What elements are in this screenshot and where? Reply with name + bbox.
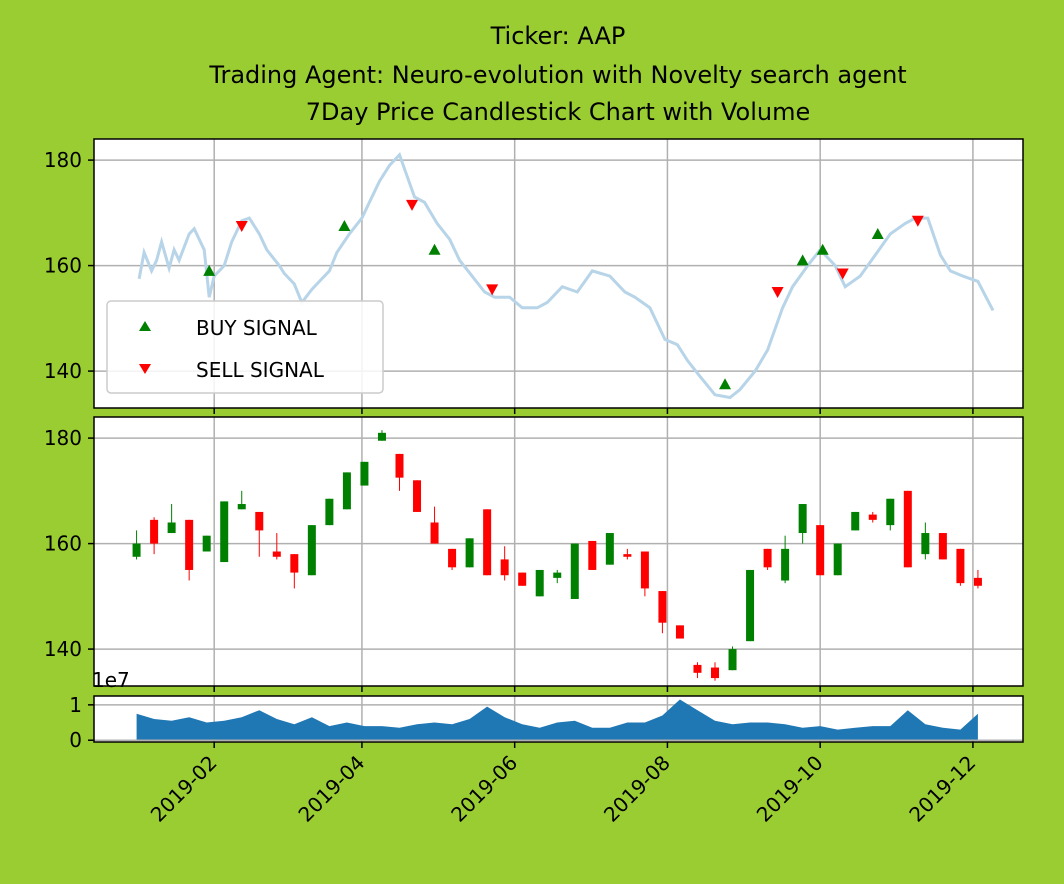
candle-body	[675, 625, 684, 639]
candle-body	[448, 548, 457, 568]
buy-signal-marker	[719, 378, 732, 390]
candle-body	[500, 559, 509, 576]
candle-body	[658, 591, 667, 623]
candle-body	[816, 525, 825, 576]
legend-buy-label: BUY SIGNAL	[196, 316, 318, 340]
candle-body	[588, 540, 597, 570]
chart-title: Ticker: AAP Trading Agent: Neuro-evoluti…	[208, 22, 906, 126]
candle-body	[430, 522, 439, 544]
candle-body	[483, 509, 492, 576]
sell-signal-marker	[406, 199, 419, 211]
volume-area	[136, 699, 978, 741]
candle-body	[851, 511, 860, 531]
price-y-tick-label: 180	[44, 148, 82, 172]
candle-y-tick-label: 140	[44, 637, 82, 661]
candle-body	[833, 543, 842, 576]
candle-body	[921, 533, 930, 555]
candle-body	[535, 569, 544, 597]
candle-frame	[93, 416, 1024, 687]
legend-buy-marker	[139, 321, 151, 331]
buy-signal-marker	[796, 254, 809, 266]
buy-signal-marker	[428, 243, 441, 255]
sell-signal-marker	[836, 268, 849, 280]
candle-body	[167, 522, 176, 534]
buy-signal-marker	[816, 243, 829, 255]
buy-signal-marker	[871, 227, 884, 239]
candle-body	[377, 432, 386, 441]
candle-body	[325, 498, 334, 526]
legend-sell-label: SELL SIGNAL	[196, 358, 325, 382]
candle-body	[360, 461, 369, 486]
price-y-tick-label: 160	[44, 254, 82, 278]
sell-signal-marker	[235, 221, 248, 233]
legend-box	[106, 300, 384, 394]
candle-body	[763, 548, 772, 568]
title-line-agent: Trading Agent: Neuro-evolution with Nove…	[208, 61, 906, 89]
x-tick-label: 2019-10	[752, 751, 828, 827]
x-tick-label: 2019-06	[446, 751, 522, 827]
volume-frame	[93, 695, 1024, 743]
sell-signal-marker	[911, 215, 924, 227]
price-signal-panel: 140 160 180 BUY SIGNAL SELL SIGNAL	[44, 138, 1024, 414]
candle-body	[395, 453, 404, 478]
legend-sell-marker	[139, 364, 151, 374]
candle-body	[220, 501, 229, 563]
candle-body	[798, 504, 807, 534]
legend: BUY SIGNAL SELL SIGNAL	[106, 300, 384, 394]
candle-body	[693, 664, 702, 673]
candle-body	[746, 569, 755, 642]
candle-body	[465, 538, 474, 568]
buy-signal-marker	[203, 264, 216, 276]
x-tick-label: 2019-02	[146, 751, 222, 827]
candle-body	[185, 519, 194, 570]
candle-body	[605, 533, 614, 565]
candle-body	[272, 551, 281, 557]
candle-body	[938, 533, 947, 560]
x-tick-label: 2019-04	[293, 751, 369, 827]
candle-body	[553, 572, 562, 578]
volume-y-tick-label: 1	[69, 693, 82, 717]
candle-body	[202, 535, 211, 552]
price-y-tick-label: 140	[44, 359, 82, 383]
candle-body	[237, 504, 246, 510]
title-line-ticker: Ticker: AAP	[490, 22, 626, 50]
candle-body	[342, 472, 351, 510]
price-frame	[93, 138, 1024, 409]
volume-offset-label: 1e7	[92, 668, 130, 692]
candle-body	[255, 511, 264, 531]
candle-plot-area	[94, 417, 1023, 686]
volume-panel: 0 1 1e7 2019-02 2019-04 2019-06 2019-08 2019-10…	[69, 668, 1024, 827]
candle-body	[728, 649, 737, 671]
x-tick-label: 2019-08	[599, 751, 675, 827]
candle-body	[518, 572, 527, 586]
candle-body	[640, 551, 649, 589]
title-line-chart: 7Day Price Candlestick Chart with Volume	[306, 98, 811, 126]
candle-body	[868, 514, 877, 520]
x-tick-label: 2019-12	[904, 751, 980, 827]
candle-body	[973, 577, 982, 586]
candle-body	[711, 667, 720, 679]
buy-signal-marker	[338, 220, 351, 232]
candle-body	[413, 480, 422, 512]
volume-y-tick-label: 0	[69, 728, 82, 752]
candle-body	[307, 525, 316, 576]
candle-y-tick-label: 160	[44, 532, 82, 556]
candle-body	[132, 543, 141, 557]
sell-signal-marker	[771, 286, 784, 298]
candlestick-panel: 140 160 180	[44, 416, 1024, 692]
sell-signal-marker	[486, 284, 499, 296]
candle-body	[781, 548, 790, 581]
candle-body	[150, 519, 159, 544]
candle-y-tick-label: 180	[44, 426, 82, 450]
candle-body	[903, 490, 912, 568]
candle-body	[290, 554, 299, 573]
candle-body	[886, 498, 895, 526]
candle-body	[956, 548, 965, 584]
candle-body	[623, 554, 632, 557]
candle-body	[570, 543, 579, 599]
